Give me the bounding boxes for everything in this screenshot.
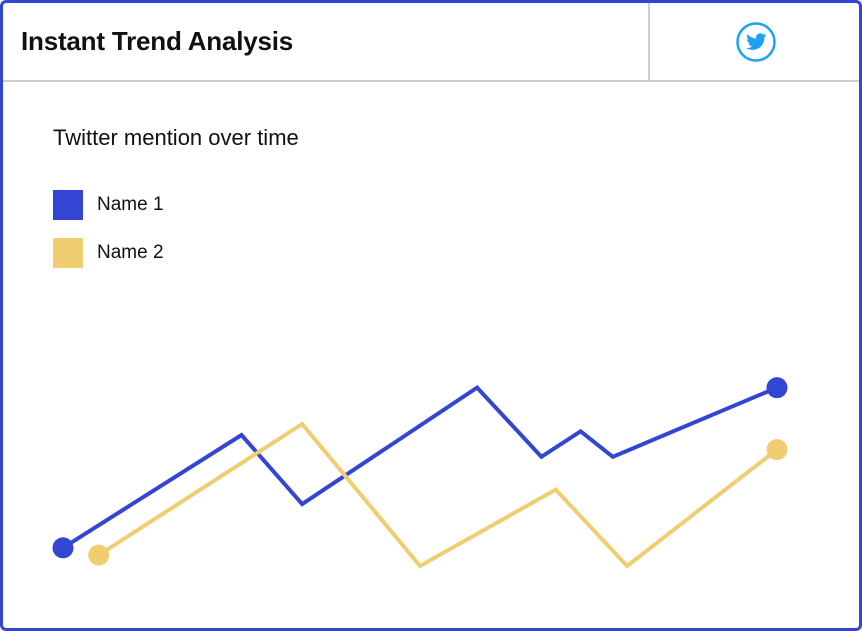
twitter-share-button[interactable] bbox=[735, 21, 777, 63]
legend-swatch bbox=[53, 238, 83, 268]
card-header: Instant Trend Analysis bbox=[3, 3, 859, 82]
twitter-icon bbox=[736, 22, 776, 62]
series-line-2 bbox=[97, 421, 779, 569]
legend-label: Name 2 bbox=[97, 242, 164, 263]
series-2-start-point bbox=[88, 544, 110, 566]
legend-swatch bbox=[53, 190, 83, 220]
series-1-start-point bbox=[52, 537, 74, 559]
chart-title: Twitter mention over time bbox=[53, 125, 299, 150]
series-2-end-point bbox=[766, 439, 788, 461]
line-chart bbox=[52, 377, 788, 569]
series-line-1 bbox=[61, 384, 778, 550]
series-1-end-point bbox=[766, 377, 788, 399]
header-divider bbox=[648, 3, 650, 80]
legend-label: Name 1 bbox=[97, 194, 164, 215]
page-title: Instant Trend Analysis bbox=[21, 26, 294, 56]
